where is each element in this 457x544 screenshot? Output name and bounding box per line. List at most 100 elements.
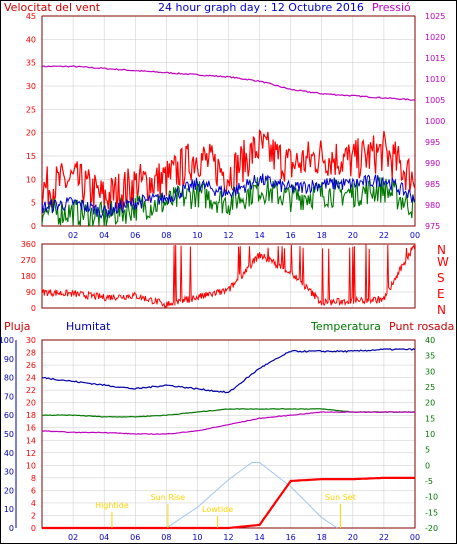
x-tick-label: 14 [254, 231, 264, 240]
compass-label: N [437, 243, 446, 257]
compass-label: W [437, 255, 449, 269]
pressure-tick-label: 985 [425, 180, 440, 189]
wind-tick-label: 35 [26, 59, 36, 68]
rain-tick-label: 2 [31, 511, 36, 520]
header-center: 24 hour graph day : 12 Octubre 2016 [158, 1, 364, 14]
direction-tick-label: 270 [21, 256, 36, 265]
temp-tick-label: -20 [425, 524, 438, 533]
direction-tick-label: 90 [26, 288, 36, 297]
humidity-tick-label: 50 [4, 430, 14, 439]
label-humitat: Humitat [66, 320, 111, 333]
pressure-tick-label: 1005 [425, 96, 445, 105]
x-tick-label: 00 [410, 231, 420, 240]
rain-tick-label: 16 [26, 424, 36, 433]
solar-series [166, 462, 338, 529]
rain-tick-label: 8 [31, 474, 36, 483]
avg-wind-series [41, 173, 416, 220]
x-tick-label: 12 [223, 231, 233, 240]
humidity-tick-label: 100 [0, 336, 14, 345]
x-tick-label: 08 [161, 533, 171, 542]
dewpoint-series [41, 411, 416, 435]
wind-tick-label: 30 [26, 82, 36, 91]
compass-label: E [437, 287, 445, 301]
pressure-tick-label: 975 [425, 222, 440, 231]
humidity-tick-label: 30 [4, 468, 14, 477]
rain-tick-label: 10 [26, 461, 36, 470]
wind-tick-label: 25 [26, 105, 36, 114]
pressure-tick-label: 1025 [425, 12, 445, 21]
wind-pressure-panel: 0510152025303540459759809859909951000100… [26, 12, 446, 240]
temp-tick-label: -5 [425, 477, 433, 486]
pressure-tick-label: 995 [425, 138, 440, 147]
pressure-tick-label: 1015 [425, 54, 445, 63]
temp-tick-label: 25 [425, 383, 435, 392]
x-tick-label: 22 [379, 231, 389, 240]
temp-tick-label: 30 [425, 367, 435, 376]
x-tick-label: 20 [348, 533, 358, 542]
rain-tick-label: 18 [26, 411, 36, 420]
humidity-tick-label: 90 [4, 355, 14, 364]
x-tick-label: 14 [254, 533, 264, 542]
header-left: Velocitat del vent [4, 1, 101, 14]
temp-tick-label: 35 [425, 352, 435, 361]
wind-tick-label: 40 [26, 35, 36, 44]
humidity-tick-label: 70 [4, 392, 14, 401]
x-tick-label: 08 [161, 231, 171, 240]
temp-tick-label: -15 [425, 508, 438, 517]
rain-tick-label: 12 [26, 449, 36, 458]
x-tick-label: 12 [223, 533, 233, 542]
label-temperatura: Temperatura [310, 320, 381, 333]
pressure-series [41, 65, 416, 101]
pressure-tick-label: 1020 [425, 33, 445, 42]
rain-tick-label: 28 [26, 349, 36, 358]
x-tick-label: 20 [348, 231, 358, 240]
x-tick-label: 10 [192, 231, 202, 240]
x-tick-label: 00 [410, 533, 420, 542]
x-tick-label: 16 [286, 231, 296, 240]
temp-tick-label: 0 [425, 461, 430, 470]
pressure-tick-label: 990 [425, 159, 440, 168]
pressure-tick-label: 1000 [425, 117, 445, 126]
humidity-tick-label: 60 [4, 411, 14, 420]
x-tick-label: 06 [130, 231, 140, 240]
humidity-tick-label: 40 [4, 449, 14, 458]
humidity-series [41, 348, 416, 394]
humidity-tick-label: 0 [9, 524, 14, 533]
temp-tick-label: 15 [425, 414, 435, 423]
temp-tick-label: 40 [425, 336, 435, 345]
hightide-label: Hightide [95, 501, 129, 510]
wind-tick-label: 0 [31, 222, 36, 231]
rain-tick-label: 0 [31, 524, 36, 533]
rain-tick-label: 14 [26, 436, 36, 445]
temp-tick-label: 5 [425, 446, 430, 455]
x-tick-label: 10 [192, 533, 202, 542]
x-tick-label: 18 [317, 231, 327, 240]
temp-tick-label: -10 [425, 493, 438, 502]
x-tick-label: 22 [379, 533, 389, 542]
rain-tick-label: 20 [26, 399, 36, 408]
wind-tick-label: 15 [26, 152, 36, 161]
temp-tick-label: 10 [425, 430, 435, 439]
x-tick-label: 02 [68, 533, 78, 542]
humidity-tick-label: 10 [4, 505, 14, 514]
humidity-tick-label: 20 [4, 486, 14, 495]
compass-label: N [437, 303, 446, 317]
rain-tick-label: 6 [31, 486, 36, 495]
x-tick-label: 06 [130, 533, 140, 542]
direction-tick-label: 180 [21, 272, 36, 281]
wind-tick-label: 20 [26, 129, 36, 138]
sunrise-label: Sun Rise [151, 493, 186, 502]
label-punt-rosada: Punt rosada [389, 320, 454, 333]
rain-tick-label: 30 [26, 336, 36, 345]
temp-tick-label: 20 [425, 399, 435, 408]
pressure-tick-label: 1010 [425, 75, 445, 84]
direction-series [41, 243, 416, 308]
wind-tick-label: 45 [26, 12, 36, 21]
sunset-label: Sun Set [325, 493, 356, 502]
lowtide-label: Lowtide [202, 505, 233, 514]
x-tick-label: 18 [317, 533, 327, 542]
rain-humidity-temp-panel: 0102030405060708090100024681012141618202… [0, 336, 438, 542]
